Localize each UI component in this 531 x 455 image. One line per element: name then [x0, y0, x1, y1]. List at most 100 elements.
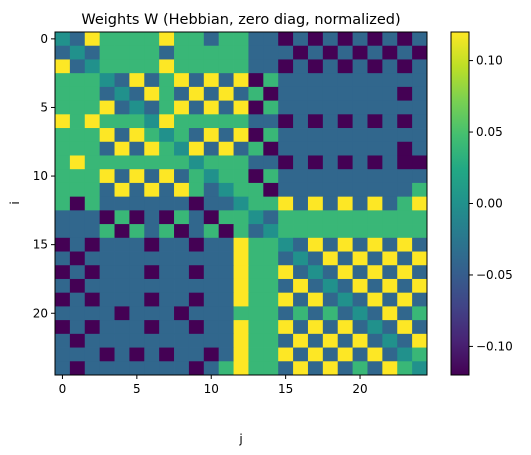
heatmap-cell: [174, 347, 190, 362]
heatmap-cell: [218, 73, 234, 88]
heatmap-cell: [352, 265, 368, 280]
heatmap-cell: [69, 155, 86, 170]
heatmap-cell: [337, 292, 353, 307]
heatmap-cell: [55, 169, 71, 184]
heatmap-cell: [322, 100, 339, 115]
heatmap-cell: [69, 251, 86, 266]
heatmap-cell: [203, 32, 220, 47]
heatmap-cell: [144, 210, 160, 225]
heatmap-cell: [293, 237, 309, 252]
heatmap-cell: [144, 224, 160, 239]
heatmap-cell: [218, 86, 234, 101]
heatmap-cell: [382, 182, 398, 198]
heatmap-cell: [55, 141, 71, 156]
heatmap-cell: [129, 251, 145, 266]
heatmap-cell: [188, 128, 205, 143]
heatmap-cell: [367, 141, 383, 156]
heatmap-cell: [263, 237, 279, 252]
heatmap-cell: [337, 169, 353, 184]
heatmap-cell: [129, 73, 145, 88]
heatmap-cell: [84, 45, 101, 60]
heatmap-cell: [382, 361, 398, 376]
heatmap-cell: [144, 265, 160, 280]
heatmap-cell: [84, 320, 101, 335]
y-axis-ticks: 0 5 10 15 20: [33, 32, 55, 320]
heatmap-cell: [322, 196, 339, 211]
heatmap-cell: [397, 141, 413, 156]
heatmap-cell: [144, 361, 160, 376]
heatmap-cell: [69, 141, 86, 156]
heatmap-cell: [248, 141, 264, 156]
heatmap-cell: [69, 361, 86, 376]
heatmap-cell: [367, 237, 383, 252]
heatmap-cell: [159, 169, 175, 184]
heatmap-cell: [307, 265, 324, 280]
heatmap-cell: [322, 251, 339, 266]
heatmap-cell: [382, 333, 398, 348]
heatmap-cell: [174, 182, 190, 198]
heatmap-cell: [367, 278, 383, 294]
heatmap-cell: [84, 73, 101, 88]
heatmap-cell: [174, 86, 190, 101]
heatmap-cell: [114, 196, 130, 211]
heatmap-cell: [293, 306, 309, 321]
heatmap-cell: [293, 347, 309, 362]
heatmap-cell: [337, 306, 353, 321]
heatmap-cell: [278, 320, 294, 335]
heatmap-cell: [55, 73, 71, 88]
heatmap-cell: [367, 114, 383, 129]
heatmap-cell: [99, 224, 115, 239]
heatmap-cell: [129, 86, 145, 101]
heatmap-cell: [412, 196, 428, 211]
heatmap-cell: [322, 320, 339, 335]
heatmap-cell: [114, 128, 130, 143]
heatmap-cell: [55, 86, 71, 101]
colorbar-tick-label: −0.10: [476, 339, 513, 353]
heatmap-cell: [293, 114, 309, 129]
heatmap-cell: [233, 251, 249, 266]
heatmap-cell: [397, 128, 413, 143]
heatmap-cell: [99, 32, 115, 47]
heatmap-cell: [278, 128, 294, 143]
heatmap-cell: [248, 196, 264, 211]
heatmap-cell: [69, 292, 86, 307]
heatmap-cell: [144, 333, 160, 348]
heatmap-cell: [293, 196, 309, 211]
heatmap-cell: [144, 86, 160, 101]
heatmap-cell: [203, 114, 220, 129]
heatmap-cell: [412, 182, 428, 198]
heatmap-cell: [84, 278, 101, 294]
heatmap-cell: [352, 169, 368, 184]
heatmap-cell: [322, 265, 339, 280]
heatmap-cell: [248, 45, 264, 60]
heatmap-cell: [129, 45, 145, 60]
heatmap-cell: [263, 361, 279, 376]
heatmap-cell: [352, 32, 368, 47]
heatmap-cell: [129, 155, 145, 170]
heatmap-cell: [248, 155, 264, 170]
heatmap-cell: [382, 306, 398, 321]
heatmap-cell: [144, 320, 160, 335]
heatmap-cell: [412, 169, 428, 184]
heatmap-cell: [174, 155, 190, 170]
heatmap-cell: [144, 45, 160, 60]
heatmap-cell: [174, 210, 190, 225]
heatmap-cell: [293, 59, 309, 74]
heatmap-cell: [397, 45, 413, 60]
heatmap-cell: [307, 278, 324, 294]
heatmap-cell: [293, 141, 309, 156]
heatmap-cell: [397, 32, 413, 47]
heatmap-cell: [293, 169, 309, 184]
heatmap-cell: [99, 320, 115, 335]
heatmap-cell: [412, 333, 428, 348]
heatmap-cell: [99, 237, 115, 252]
heatmap-cell: [203, 265, 220, 280]
heatmap-cell: [144, 155, 160, 170]
heatmap-cell: [129, 210, 145, 225]
heatmap-cell: [322, 361, 339, 376]
colorbar-tick-label: −0.05: [476, 268, 513, 282]
heatmap-cell: [144, 182, 160, 198]
heatmap-cell: [322, 141, 339, 156]
heatmap-cell: [84, 182, 101, 198]
heatmap-cell: [144, 196, 160, 211]
